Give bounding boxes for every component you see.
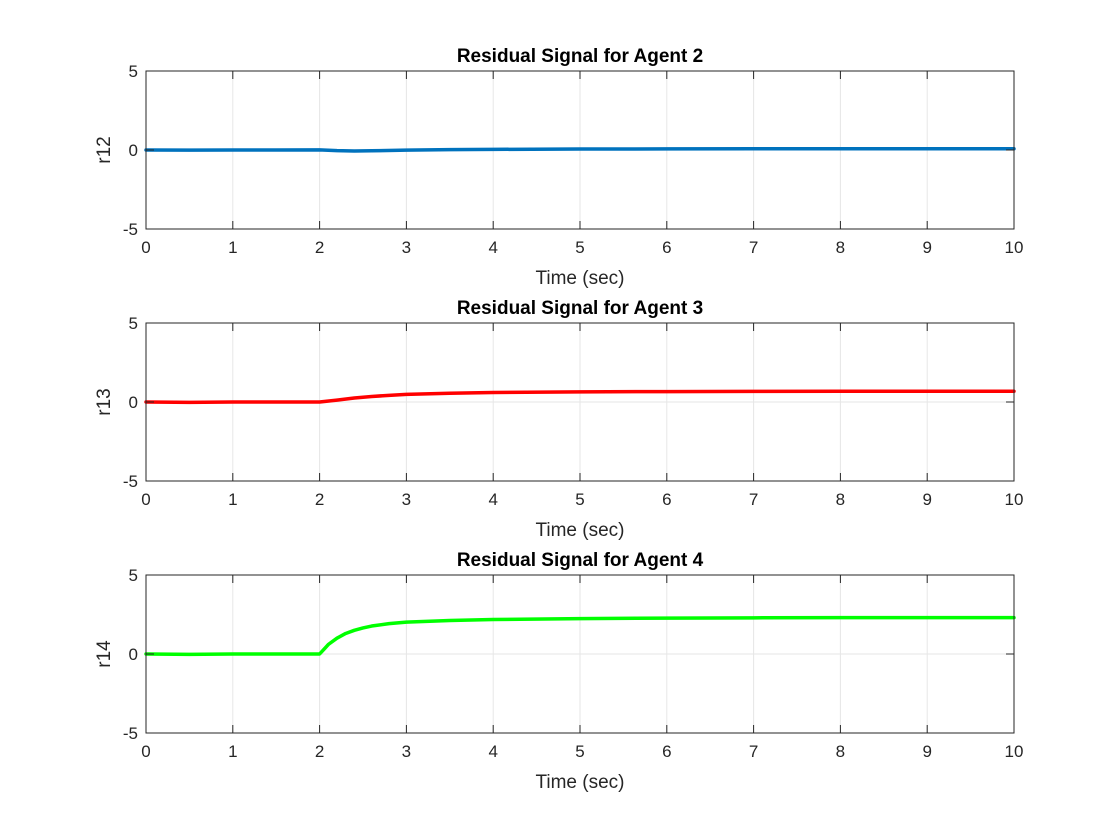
x-axis-label: Time (sec): [535, 268, 624, 289]
x-tick-label: 6: [662, 490, 671, 509]
y-tick-label: -5: [123, 472, 138, 491]
x-tick-label: 2: [315, 238, 324, 257]
y-tick-label: -5: [123, 220, 138, 239]
x-tick-label: 3: [402, 490, 411, 509]
x-tick-label: 9: [922, 490, 931, 509]
x-tick-label: 9: [922, 742, 931, 761]
x-tick-label: 7: [749, 742, 758, 761]
x-tick-label: 7: [749, 490, 758, 509]
x-tick-label: 5: [575, 742, 584, 761]
y-tick-label: 5: [129, 62, 138, 81]
x-tick-label: 1: [228, 238, 237, 257]
x-tick-label: 10: [1005, 238, 1024, 257]
x-tick-label: 6: [662, 238, 671, 257]
y-axis-label: r13: [94, 388, 115, 415]
x-tick-label: 2: [315, 490, 324, 509]
x-tick-label: 10: [1005, 742, 1024, 761]
x-tick-label: 0: [141, 742, 150, 761]
y-axis-label: r14: [94, 640, 115, 668]
x-tick-label: 9: [922, 238, 931, 257]
series-line-1: [144, 615, 1016, 657]
y-axis-label: r12: [94, 136, 115, 163]
x-tick-label: 0: [141, 490, 150, 509]
x-tick-label: 1: [228, 742, 237, 761]
x-axis-label: Time (sec): [535, 520, 624, 541]
y-tick-label: 0: [129, 645, 138, 664]
x-tick-label: 5: [575, 490, 584, 509]
x-tick-label: 2: [315, 742, 324, 761]
chart-title: Residual Signal for Agent 3: [457, 298, 703, 319]
y-tick-label: -5: [123, 724, 138, 743]
y-tick-label: 0: [129, 141, 138, 160]
x-tick-label: 8: [836, 490, 845, 509]
x-tick-label: 7: [749, 238, 758, 257]
x-tick-label: 0: [141, 238, 150, 257]
series-line-1: [144, 146, 1016, 153]
x-tick-label: 4: [488, 238, 497, 257]
y-tick-label: 5: [129, 314, 138, 333]
x-tick-label: 3: [402, 742, 411, 761]
x-tick-label: 1: [228, 490, 237, 509]
x-tick-label: 5: [575, 238, 584, 257]
x-tick-label: 3: [402, 238, 411, 257]
x-tick-label: 10: [1005, 490, 1024, 509]
series-line-1: [144, 389, 1016, 405]
y-tick-label: 5: [129, 566, 138, 585]
x-tick-label: 6: [662, 742, 671, 761]
x-tick-label: 4: [488, 490, 497, 509]
x-tick-label: 8: [836, 742, 845, 761]
chart-title: Residual Signal for Agent 4: [457, 550, 704, 571]
x-tick-label: 8: [836, 238, 845, 257]
x-tick-label: 4: [488, 742, 497, 761]
chart-title: Residual Signal for Agent 2: [457, 46, 703, 67]
x-axis-label: Time (sec): [535, 772, 624, 793]
y-tick-label: 0: [129, 393, 138, 412]
